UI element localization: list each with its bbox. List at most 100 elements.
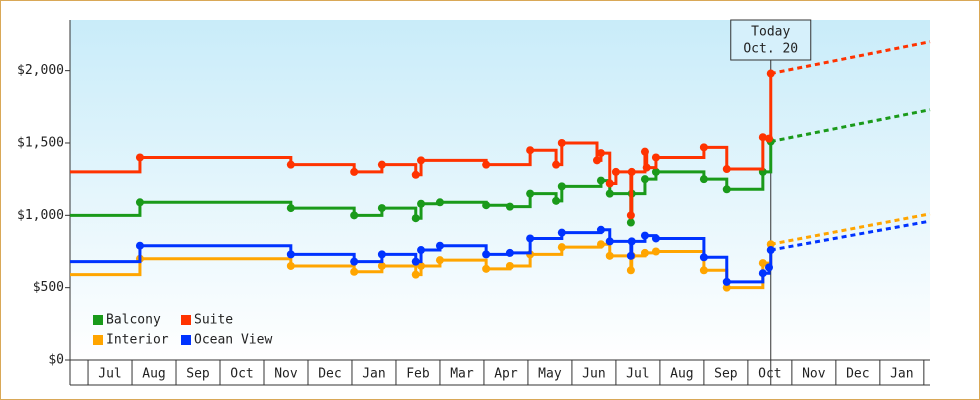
price-point: [482, 201, 491, 210]
price-point: [596, 225, 605, 234]
price-point: [651, 153, 660, 162]
price-point: [377, 250, 386, 259]
forecast-line: [770, 40, 931, 76]
legend-label: Balcony: [106, 313, 161, 328]
legend-swatch: [181, 335, 191, 345]
price-point: [526, 189, 535, 198]
x-tick-label: Dec: [318, 367, 341, 382]
price-point: [411, 170, 420, 179]
price-point: [699, 143, 708, 152]
price-point: [592, 156, 601, 165]
price-point: [722, 165, 731, 174]
price-point: [758, 269, 767, 278]
price-point: [435, 241, 444, 250]
price-point: [758, 259, 767, 268]
x-tick-label: Dec: [846, 367, 869, 382]
price-point: [766, 69, 775, 78]
x-tick-label: Oct: [230, 367, 253, 382]
price-point: [642, 163, 651, 172]
x-tick-label: Apr: [494, 367, 518, 382]
price-point: [505, 261, 514, 270]
price-point: [286, 204, 295, 213]
price-point: [627, 167, 636, 176]
y-tick-label: $2,000: [17, 63, 64, 78]
x-tick-label: Sep: [186, 367, 210, 382]
price-point: [435, 198, 444, 207]
legend-swatch: [93, 315, 103, 325]
price-point: [764, 134, 773, 143]
price-point: [722, 277, 731, 286]
price-point: [482, 250, 491, 259]
x-tick-label: Aug: [670, 367, 693, 382]
price-point: [766, 246, 775, 255]
price-point: [505, 202, 514, 211]
price-point: [626, 251, 635, 260]
price-point: [640, 175, 649, 184]
price-point: [377, 261, 386, 270]
plot-area: [70, 20, 930, 360]
price-point: [557, 138, 566, 147]
price-point: [417, 261, 426, 270]
price-point: [350, 257, 359, 266]
x-tick-label: Nov: [274, 367, 298, 382]
price-point: [482, 160, 491, 169]
price-point: [350, 267, 359, 276]
price-point: [435, 256, 444, 265]
x-tick-label: Aug: [142, 367, 165, 382]
x-tick-label: Jan: [362, 367, 385, 382]
price-point: [526, 146, 535, 155]
price-point: [605, 189, 614, 198]
price-point: [482, 264, 491, 273]
price-point: [651, 167, 660, 176]
price-point: [286, 261, 295, 270]
price-point: [651, 247, 660, 256]
today-label: Oct. 20: [743, 42, 798, 57]
price-point: [596, 149, 605, 158]
price-point: [699, 175, 708, 184]
price-point: [596, 176, 605, 185]
price-point: [417, 246, 426, 255]
price-point: [286, 160, 295, 169]
price-point: [377, 160, 386, 169]
price-point: [557, 243, 566, 252]
price-point: [135, 198, 144, 207]
price-point: [552, 196, 561, 205]
legend-swatch: [93, 335, 103, 345]
price-point: [377, 204, 386, 213]
today-label: Today: [751, 25, 790, 40]
price-point: [605, 251, 614, 260]
x-tick-label: Sep: [714, 367, 738, 382]
price-point: [135, 153, 144, 162]
price-point: [640, 147, 649, 156]
legend-label: Ocean View: [194, 333, 272, 348]
price-point: [350, 167, 359, 176]
price-point: [596, 240, 605, 249]
price-point: [552, 160, 561, 169]
price-point: [350, 211, 359, 220]
x-tick-label: Feb: [406, 367, 430, 382]
price-point: [417, 156, 426, 165]
price-point: [640, 231, 649, 240]
price-point: [505, 248, 514, 257]
forecast-line: [770, 212, 931, 246]
price-point: [626, 218, 635, 227]
price-point: [417, 199, 426, 208]
price-point: [557, 228, 566, 237]
price-point: [411, 214, 420, 223]
price-point: [766, 240, 775, 249]
price-point: [764, 263, 773, 272]
price-point: [286, 250, 295, 259]
price-point: [526, 234, 535, 243]
forecast-line: [770, 108, 931, 144]
x-tick-label: Jun: [582, 367, 605, 382]
price-point: [651, 234, 660, 243]
price-point: [411, 270, 420, 279]
price-point: [722, 185, 731, 194]
legend-label: Interior: [106, 333, 169, 348]
price-point: [722, 283, 731, 292]
x-tick-label: Mar: [450, 367, 474, 382]
legend-swatch: [181, 315, 191, 325]
price-point: [699, 266, 708, 275]
price-point: [627, 237, 636, 246]
price-point: [758, 133, 767, 142]
